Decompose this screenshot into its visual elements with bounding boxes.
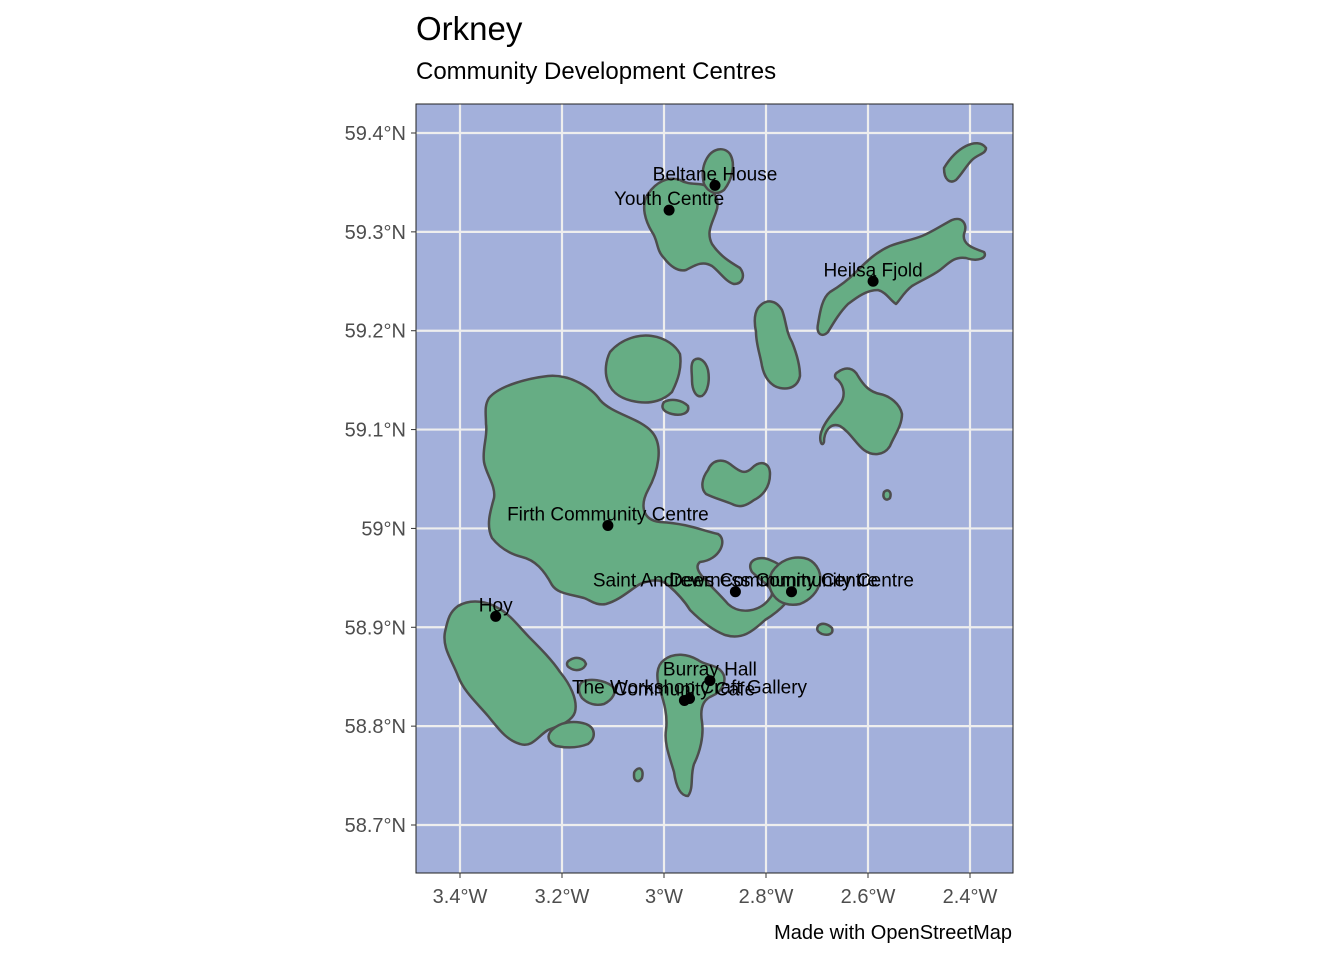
- centre-marker[interactable]: [729, 586, 741, 598]
- island-eday: [753, 300, 802, 390]
- y-axis: 58.7°N 58.8°N 58.9°N 59°N 59.1°N 59.2°N 59.3°N…: [345, 123, 416, 837]
- island-mainland: [482, 374, 797, 638]
- centre-label: Hoy: [479, 595, 513, 616]
- x-tick-label: 2.6°W: [841, 886, 896, 908]
- island-stronsay: [819, 367, 904, 456]
- centre-label: Firth Community Centre: [507, 504, 709, 525]
- panel-border: [415, 103, 1014, 874]
- centre-marker[interactable]: [786, 586, 797, 598]
- x-tick-label: 2.4°W: [943, 886, 998, 908]
- island-sanday: [816, 217, 987, 336]
- centre-marker[interactable]: [704, 675, 716, 687]
- island-gairsay: [661, 398, 690, 416]
- land-layer: [443, 142, 988, 798]
- map-subtitle: Community Development Centres: [416, 58, 777, 85]
- centre-label: The Workshop Craft Gallery: [572, 677, 808, 698]
- points-layer: Beltane House Youth Centre Heilsa Fjold Fir…: [479, 164, 923, 706]
- centre-label: Burray Hall: [663, 660, 757, 681]
- map-title: Orkney: [416, 10, 523, 47]
- centre-label: Saint Andrews Community Centre: [593, 571, 878, 592]
- island-south-walls: [577, 678, 616, 706]
- island-hoy: [443, 600, 577, 747]
- island-swona: [632, 767, 644, 783]
- y-tick-label: 59.4°N: [345, 123, 406, 145]
- x-tick-label: 3.2°W: [535, 886, 590, 908]
- centre-marker[interactable]: [490, 610, 502, 622]
- y-tick-label: 58.9°N: [345, 617, 406, 639]
- x-tick-label: 3.4°W: [433, 886, 488, 908]
- centre-label: Youth Centre: [614, 189, 724, 210]
- y-tick-label: 58.7°N: [345, 815, 406, 837]
- centre-marker[interactable]: [709, 179, 721, 191]
- x-tick-label: 3°W: [645, 886, 683, 908]
- y-tick-label: 59.2°N: [345, 321, 406, 343]
- island-copinsay: [815, 622, 834, 636]
- x-tick-label: 2.8°W: [739, 886, 794, 908]
- island-flotta: [547, 720, 595, 749]
- island-burray-ronaldsay: [656, 653, 726, 798]
- island-auskerry: [882, 489, 892, 501]
- island-egilsay: [690, 357, 710, 398]
- island-deerness: [768, 556, 822, 606]
- centre-label: Beltane House: [653, 164, 778, 185]
- centre-marker[interactable]: [663, 204, 675, 216]
- map-caption: Made with OpenStreetMap: [774, 922, 1012, 944]
- y-tick-label: 59.3°N: [345, 222, 406, 244]
- island-rousay: [604, 334, 682, 404]
- y-tick-label: 59.1°N: [345, 420, 406, 442]
- island-shapinsay: [701, 459, 772, 508]
- island-papa-westray: [701, 147, 735, 195]
- centre-label: Heilsa Fjold: [823, 260, 922, 281]
- island-graemsay: [565, 656, 588, 672]
- centre-label: Deerness Community Centre: [669, 571, 914, 592]
- y-tick-label: 59°N: [361, 518, 406, 540]
- y-tick-label: 58.8°N: [345, 716, 406, 738]
- centre-marker[interactable]: [678, 694, 690, 706]
- centre-marker[interactable]: [867, 275, 879, 287]
- centre-marker[interactable]: [602, 519, 614, 531]
- island-north-ronaldsay: [942, 142, 988, 183]
- x-axis: 3.4°W 3.2°W 3°W 2.8°W 2.6°W 2.4°W: [433, 873, 998, 908]
- centre-label: Community Cafe: [614, 679, 756, 700]
